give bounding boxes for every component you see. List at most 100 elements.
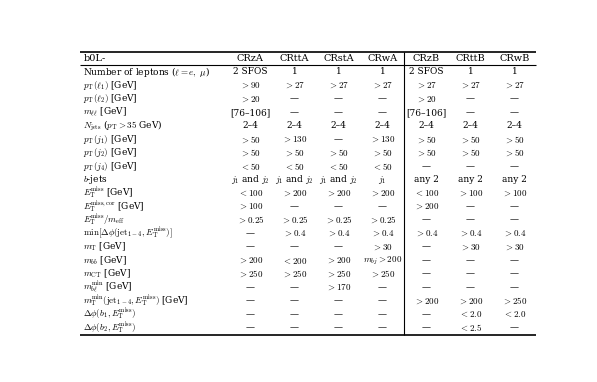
Text: $> 200$: $> 200$ <box>238 256 263 265</box>
Text: [76–106]: [76–106] <box>407 108 447 117</box>
Text: 2 SFOS: 2 SFOS <box>409 67 444 76</box>
Text: $> 30$: $> 30$ <box>460 242 481 252</box>
Text: —: — <box>290 324 299 332</box>
Text: —: — <box>466 270 475 278</box>
Text: —: — <box>290 296 299 306</box>
Text: 2–4: 2–4 <box>374 121 390 130</box>
Text: $m_{\ell\ell}$ [GeV]: $m_{\ell\ell}$ [GeV] <box>84 106 127 119</box>
Text: $> 90$: $> 90$ <box>240 81 261 90</box>
Text: $> 170$: $> 170$ <box>326 283 351 292</box>
Text: 2–4: 2–4 <box>506 121 522 130</box>
Text: $p_{\mathrm{T}}(j_2)$ [GeV]: $p_{\mathrm{T}}(j_2)$ [GeV] <box>84 146 138 159</box>
Text: $> 50$: $> 50$ <box>504 147 525 158</box>
Text: $> 200$: $> 200$ <box>414 202 439 211</box>
Text: —: — <box>246 229 255 238</box>
Text: $p_{\mathrm{T}}(j_1)$ [GeV]: $p_{\mathrm{T}}(j_1)$ [GeV] <box>84 133 138 146</box>
Text: —: — <box>466 256 475 265</box>
Text: —: — <box>422 310 431 319</box>
Text: —: — <box>290 283 299 292</box>
Text: —: — <box>378 283 387 292</box>
Text: —: — <box>466 283 475 292</box>
Text: —: — <box>334 310 343 319</box>
Text: $p_{\mathrm{T}}(\ell_2)$ [GeV]: $p_{\mathrm{T}}(\ell_2)$ [GeV] <box>84 92 138 105</box>
Text: $> 50$: $> 50$ <box>240 147 261 158</box>
Text: —: — <box>422 215 431 225</box>
Text: $m_{b\ell}^{\mathrm{min}}$ [GeV]: $m_{b\ell}^{\mathrm{min}}$ [GeV] <box>84 280 133 296</box>
Text: $> 27$: $> 27$ <box>328 81 349 90</box>
Text: $b$-jets: $b$-jets <box>84 173 108 186</box>
Text: 1: 1 <box>467 67 473 76</box>
Text: —: — <box>422 256 431 265</box>
Text: $> 0.25$: $> 0.25$ <box>325 215 352 225</box>
Text: 1: 1 <box>380 67 385 76</box>
Text: —: — <box>466 202 475 211</box>
Text: —: — <box>378 310 387 319</box>
Text: $> 50$: $> 50$ <box>416 134 437 144</box>
Text: $> 0.25$: $> 0.25$ <box>281 215 308 225</box>
Text: CRstA: CRstA <box>323 54 353 63</box>
Text: 2–4: 2–4 <box>242 121 259 130</box>
Text: $\Delta\phi(b_2, E_{\mathrm{T}}^{\mathrm{miss}})$: $\Delta\phi(b_2, E_{\mathrm{T}}^{\mathrm… <box>84 320 136 336</box>
Text: $< 100$: $< 100$ <box>238 188 263 198</box>
Text: $> 50$: $> 50$ <box>284 147 305 158</box>
Text: $> 100$: $> 100$ <box>501 188 527 198</box>
Text: —: — <box>290 108 299 117</box>
Text: —: — <box>378 324 387 332</box>
Text: $> 27$: $> 27$ <box>460 81 481 90</box>
Text: $> 50$: $> 50$ <box>372 147 393 158</box>
Text: —: — <box>510 283 519 292</box>
Text: b0L-: b0L- <box>84 54 106 63</box>
Text: —: — <box>510 94 519 104</box>
Text: —: — <box>422 324 431 332</box>
Text: —: — <box>466 162 475 171</box>
Text: $> 50$: $> 50$ <box>328 147 349 158</box>
Text: $> 27$: $> 27$ <box>284 81 305 90</box>
Text: —: — <box>510 324 519 332</box>
Text: $< 2.0$: $< 2.0$ <box>458 309 482 319</box>
Text: —: — <box>378 202 387 211</box>
Text: $E_{\mathrm{T}}^{\mathrm{miss}}/m_{\mathrm{eff}}$: $E_{\mathrm{T}}^{\mathrm{miss}}/m_{\math… <box>84 212 125 228</box>
Text: $> 50$: $> 50$ <box>460 147 481 158</box>
Text: 2 SFOS: 2 SFOS <box>233 67 267 76</box>
Text: —: — <box>290 94 299 104</box>
Text: 1: 1 <box>291 67 297 76</box>
Text: $> 200$: $> 200$ <box>370 188 395 198</box>
Text: $j_1$ and $j_2$: $j_1$ and $j_2$ <box>231 173 270 186</box>
Text: $j_1$ and $j_2$: $j_1$ and $j_2$ <box>319 173 358 186</box>
Text: —: — <box>466 215 475 225</box>
Text: —: — <box>334 202 343 211</box>
Text: $> 250$: $> 250$ <box>326 269 351 279</box>
Text: $E_{\mathrm{T}}^{\mathrm{miss}}$ [GeV]: $E_{\mathrm{T}}^{\mathrm{miss}}$ [GeV] <box>84 185 134 201</box>
Text: —: — <box>422 283 431 292</box>
Text: $> 0.4$: $> 0.4$ <box>415 229 438 238</box>
Text: —: — <box>422 162 431 171</box>
Text: $< 50$: $< 50$ <box>372 161 393 172</box>
Text: $< 2.5$: $< 2.5$ <box>458 322 482 333</box>
Text: $> 0.4$: $> 0.4$ <box>503 229 526 238</box>
Text: $> 27$: $> 27$ <box>504 81 525 90</box>
Text: CRzA: CRzA <box>237 54 264 63</box>
Text: —: — <box>334 135 343 144</box>
Text: $\min[\Delta\phi(\mathrm{jet}_{1-4}, E_{\mathrm{T}}^{\mathrm{miss}})]$: $\min[\Delta\phi(\mathrm{jet}_{1-4}, E_{… <box>84 226 173 241</box>
Text: $> 250$: $> 250$ <box>501 296 527 306</box>
Text: $> 50$: $> 50$ <box>504 134 525 144</box>
Text: —: — <box>246 324 255 332</box>
Text: 2–4: 2–4 <box>331 121 346 130</box>
Text: $m_{\mathrm{CT}}$ [GeV]: $m_{\mathrm{CT}}$ [GeV] <box>84 268 131 280</box>
Text: —: — <box>510 256 519 265</box>
Text: $> 50$: $> 50$ <box>416 147 437 158</box>
Text: —: — <box>334 94 343 104</box>
Text: any 2: any 2 <box>502 175 527 184</box>
Text: $> 0.25$: $> 0.25$ <box>368 215 396 225</box>
Text: any 2: any 2 <box>414 175 439 184</box>
Text: $< 100$: $< 100$ <box>414 188 439 198</box>
Text: $> 27$: $> 27$ <box>372 81 393 90</box>
Text: $> 100$: $> 100$ <box>238 202 263 211</box>
Text: $N_{\mathrm{jets}}$ ($p_{\mathrm{T}} > 35$ GeV): $N_{\mathrm{jets}}$ ($p_{\mathrm{T}} > 3… <box>84 119 163 133</box>
Text: —: — <box>510 108 519 117</box>
Text: —: — <box>246 283 255 292</box>
Text: —: — <box>510 202 519 211</box>
Text: $> 200$: $> 200$ <box>458 296 483 306</box>
Text: $> 200$: $> 200$ <box>414 296 439 306</box>
Text: CRzB: CRzB <box>413 54 440 63</box>
